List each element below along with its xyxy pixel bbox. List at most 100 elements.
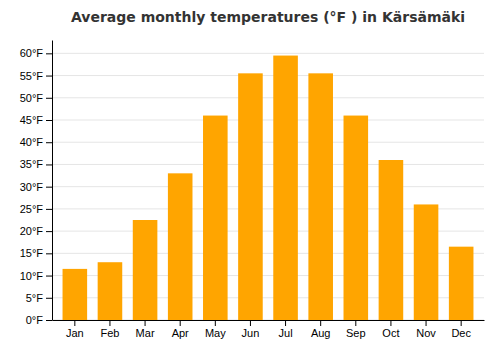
x-tick-label: Jul bbox=[279, 327, 293, 339]
y-tick-mark bbox=[46, 164, 52, 165]
grid-line bbox=[52, 120, 484, 121]
y-tick-mark bbox=[46, 231, 52, 232]
x-tick: Dec bbox=[451, 320, 471, 339]
y-tick-mark bbox=[46, 298, 52, 299]
x-tick-mark bbox=[250, 320, 251, 326]
y-tick-label: 15°F bbox=[20, 247, 44, 259]
x-tick: Nov bbox=[416, 320, 436, 339]
x-tick: Jul bbox=[279, 320, 293, 339]
y-tick: 50°F bbox=[20, 92, 52, 104]
x-tick-mark bbox=[461, 320, 462, 326]
y-tick: 45°F bbox=[20, 114, 52, 126]
y-tick-label: 10°F bbox=[20, 270, 44, 282]
bar bbox=[203, 116, 228, 320]
axis-line bbox=[53, 320, 485, 321]
bar bbox=[63, 269, 88, 320]
grid-line bbox=[52, 53, 484, 54]
y-tick-mark bbox=[46, 209, 52, 210]
grid bbox=[52, 53, 484, 320]
grid-line bbox=[52, 164, 484, 165]
x-tick-mark bbox=[426, 320, 427, 326]
axis-line bbox=[52, 41, 53, 321]
x-tick: May bbox=[205, 320, 226, 339]
y-tick-mark bbox=[46, 320, 52, 321]
x-tick: Jan bbox=[66, 320, 84, 339]
chart-container: Jan Feb Mar Apr May Jun Jul Aug Sep Oct Nov Dec 0°F 5… bbox=[0, 0, 500, 350]
bar bbox=[379, 160, 404, 320]
y-tick-label: 35°F bbox=[20, 158, 44, 170]
x-tick-label: Apr bbox=[172, 327, 189, 339]
x-tick-mark bbox=[145, 320, 146, 326]
y-tick: 35°F bbox=[20, 158, 52, 170]
bar bbox=[98, 262, 123, 320]
y-tick: 55°F bbox=[20, 70, 52, 82]
x-tick: Mar bbox=[136, 320, 155, 339]
bar bbox=[273, 56, 298, 320]
y-tick-mark bbox=[46, 142, 52, 143]
y-tick: 25°F bbox=[20, 203, 52, 215]
bar bbox=[344, 116, 369, 320]
y-tick-label: 30°F bbox=[20, 181, 44, 193]
plot-area: Jan Feb Mar Apr May Jun Jul Aug Sep Oct Nov Dec 0°F 5… bbox=[20, 41, 485, 339]
x-tick-mark bbox=[180, 320, 181, 326]
y-tick-mark bbox=[46, 120, 52, 121]
x-tick: Oct bbox=[382, 320, 399, 339]
y-tick: 30°F bbox=[20, 181, 52, 193]
y-tick-mark bbox=[46, 98, 52, 99]
x-tick-label: Dec bbox=[451, 327, 471, 339]
x-tick-label: Feb bbox=[100, 327, 119, 339]
y-tick-label: 40°F bbox=[20, 136, 44, 148]
y-tick-label: 55°F bbox=[20, 70, 44, 82]
grid-line bbox=[52, 142, 484, 143]
y-tick-mark bbox=[46, 53, 52, 54]
y-axis: 0°F 5°F 10°F 15°F 20°F 25°F 30°F 35°F 40°F 45°F 50… bbox=[20, 41, 53, 327]
bar bbox=[414, 204, 439, 320]
x-tick-label: Sep bbox=[346, 327, 366, 339]
x-tick-label: Aug bbox=[311, 327, 331, 339]
x-tick-mark bbox=[285, 320, 286, 326]
y-tick: 0°F bbox=[26, 314, 52, 326]
x-tick: Sep bbox=[346, 320, 366, 339]
x-tick: Aug bbox=[311, 320, 331, 339]
y-tick-mark bbox=[46, 276, 52, 277]
x-tick-label: Jun bbox=[242, 327, 260, 339]
y-tick-label: 25°F bbox=[20, 203, 44, 215]
bar bbox=[449, 247, 474, 320]
bar bbox=[133, 220, 158, 320]
y-tick-mark bbox=[46, 187, 52, 188]
x-tick: Apr bbox=[172, 320, 189, 339]
x-tick-label: May bbox=[205, 327, 226, 339]
y-tick-label: 45°F bbox=[20, 114, 44, 126]
x-tick-mark bbox=[74, 320, 75, 326]
x-tick: Feb bbox=[100, 320, 119, 339]
y-tick-label: 5°F bbox=[26, 292, 44, 304]
y-tick: 5°F bbox=[26, 292, 52, 304]
y-tick: 60°F bbox=[20, 47, 52, 59]
x-tick-mark bbox=[390, 320, 391, 326]
chart-svg: Jan Feb Mar Apr May Jun Jul Aug Sep Oct Nov Dec 0°F 5… bbox=[0, 0, 500, 350]
x-tick-label: Nov bbox=[416, 327, 436, 339]
title: Average monthly temperatures (°F ) in Kä… bbox=[71, 9, 465, 25]
y-tick-label: 20°F bbox=[20, 225, 44, 237]
x-tick-mark bbox=[320, 320, 321, 326]
y-tick-mark bbox=[46, 76, 52, 77]
y-tick-label: 50°F bbox=[20, 92, 44, 104]
y-tick: 20°F bbox=[20, 225, 52, 237]
x-axis: Jan Feb Mar Apr May Jun Jul Aug Sep Oct Nov Dec bbox=[53, 320, 485, 339]
y-tick-mark bbox=[46, 253, 52, 254]
bar bbox=[238, 73, 263, 320]
x-tick-label: Mar bbox=[136, 327, 155, 339]
bars bbox=[63, 56, 474, 320]
y-tick: 40°F bbox=[20, 136, 52, 148]
bar bbox=[168, 173, 193, 320]
y-tick: 10°F bbox=[20, 270, 52, 282]
bar bbox=[308, 73, 333, 320]
y-tick-label: 60°F bbox=[20, 47, 44, 59]
x-tick-label: Oct bbox=[382, 327, 399, 339]
grid-line bbox=[52, 186, 484, 187]
y-tick: 15°F bbox=[20, 247, 52, 259]
y-tick-label: 0°F bbox=[26, 314, 44, 326]
grid-line bbox=[52, 97, 484, 98]
x-tick-mark bbox=[355, 320, 356, 326]
x-tick: Jun bbox=[242, 320, 260, 339]
